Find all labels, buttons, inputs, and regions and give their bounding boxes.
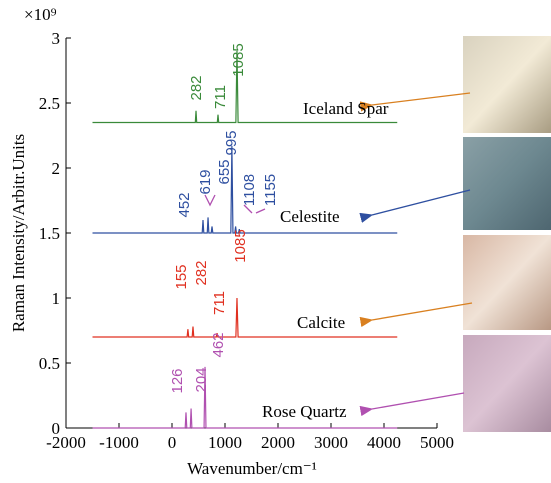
peak-label: 1155 (262, 174, 279, 206)
peak-label: 204 (193, 367, 210, 392)
x-tick-label: -1000 (99, 433, 139, 452)
photo (463, 36, 551, 133)
x-axis-label: Wavenumber/cm⁻¹ (187, 459, 317, 478)
series-label: Celestite (280, 207, 339, 226)
y-tick-label: 2.5 (39, 94, 60, 113)
arrow (372, 303, 472, 320)
peak-label: 1085 (232, 229, 249, 262)
y-tick-label: 3 (52, 29, 61, 48)
x-tick-label: 1000 (208, 433, 242, 452)
peak-label: 1108 (241, 174, 258, 206)
peak-label: 282 (188, 75, 205, 100)
peak-label: 452 (176, 192, 193, 217)
photo (463, 235, 551, 330)
series-label: Rose Quartz (262, 402, 347, 421)
x-tick-label: 5000 (420, 433, 454, 452)
peak-label: 711 (212, 85, 229, 109)
peak-label: 1085 (230, 43, 247, 76)
spectrum-line (93, 367, 398, 428)
arrow (205, 195, 215, 205)
arrow (372, 190, 470, 215)
peak-label: 655 (216, 159, 233, 184)
peak-label: 282 (193, 260, 210, 285)
y-axis-label: Raman Intensity/Arbitr.Units (9, 134, 28, 332)
x-tick-label: 2000 (261, 433, 295, 452)
spectrum-line (93, 298, 398, 337)
x-tick-label: -2000 (46, 433, 86, 452)
y-tick-label: 1.5 (39, 224, 60, 243)
x-tick-label: 3000 (314, 433, 348, 452)
x-tick-label: 4000 (367, 433, 401, 452)
arrow (372, 393, 464, 409)
x-tick-label: 0 (168, 433, 177, 452)
series-label: Calcite (297, 313, 345, 332)
peak-label: 995 (223, 130, 240, 155)
photo (463, 137, 551, 230)
chart: ×10⁹ Raman Intensity/Arbitr.Units Wavenu… (0, 0, 551, 483)
peak-label: 711 (211, 291, 228, 315)
peak-label: 462 (210, 332, 227, 357)
y-tick-label: 0.5 (39, 354, 60, 373)
photo (463, 335, 551, 432)
peak-label: 619 (197, 169, 214, 194)
peak-label: 126 (169, 368, 186, 393)
y-tick-label: 1 (52, 289, 61, 308)
scale-label: ×10⁹ (24, 5, 57, 24)
y-tick-label: 2 (52, 159, 61, 178)
series-label: Iceland Spar (303, 99, 389, 118)
peak-label: 155 (173, 264, 190, 289)
